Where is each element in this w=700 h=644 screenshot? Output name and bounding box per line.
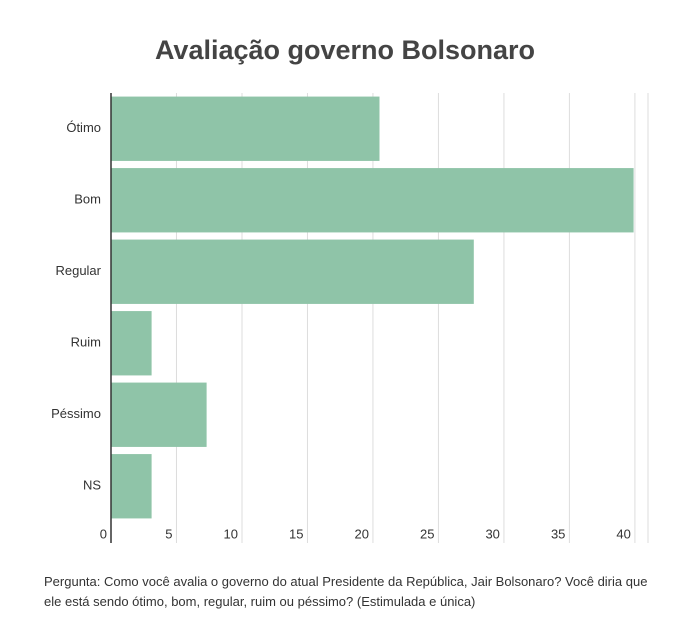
bar: [111, 382, 207, 447]
chart-title: Avaliação governo Bolsonaro: [155, 35, 535, 65]
y-tick-label: Péssimo: [51, 406, 101, 421]
bar: [111, 96, 380, 161]
x-tick-label: 30: [485, 526, 499, 541]
x-tick-label: 40: [616, 526, 630, 541]
x-tick-label: 0: [100, 526, 107, 541]
x-tick-label: 25: [420, 526, 434, 541]
x-tick-label: 15: [289, 526, 303, 541]
y-tick-label: Bom: [74, 192, 101, 207]
chart: Avaliação governo Bolsonaro 0 5 10 15 20 25 30…: [51, 35, 649, 543]
x-tick-label: 20: [354, 526, 368, 541]
y-tick-label: NS: [83, 478, 101, 493]
x-tick-label: 10: [224, 526, 238, 541]
bar: [111, 311, 152, 376]
footnote: Pergunta: Como você avalia o governo do …: [44, 574, 648, 609]
y-tick-label: Regular: [55, 263, 101, 278]
bar: [111, 168, 634, 233]
x-tick-label: 35: [551, 526, 565, 541]
y-tick-label: Ruim: [71, 335, 101, 350]
bar: [111, 239, 474, 304]
bar: [111, 454, 152, 519]
y-tick-label: Ótimo: [66, 120, 101, 135]
x-tick-label: 5: [165, 526, 172, 541]
